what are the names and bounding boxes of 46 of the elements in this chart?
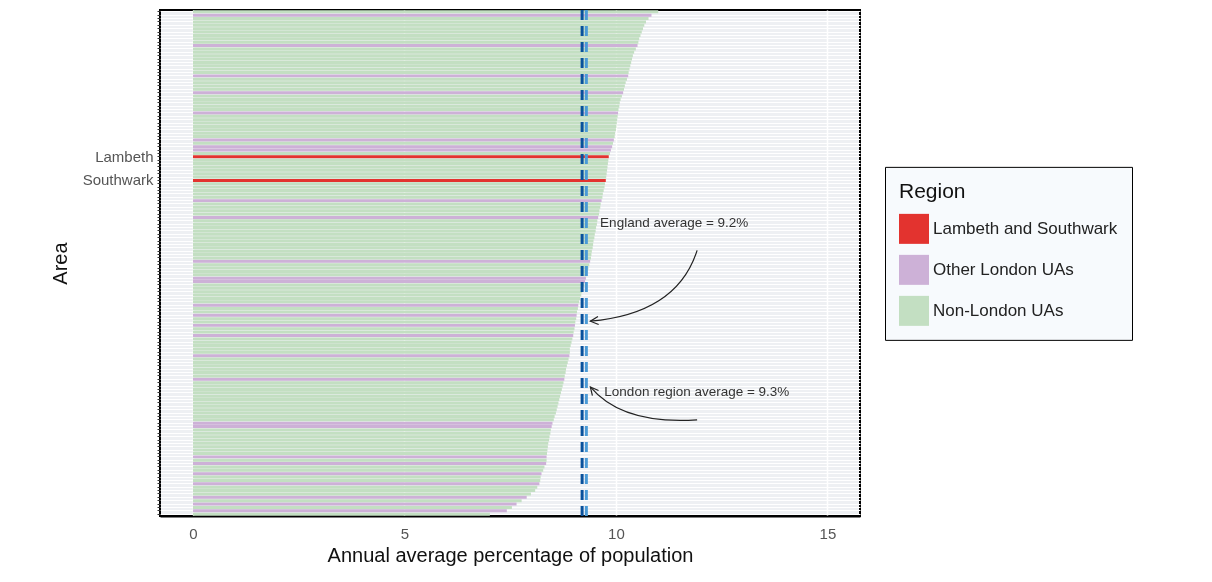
bar <box>192 495 527 499</box>
x-axis-title: Annual average percentage of population <box>327 543 694 566</box>
bar <box>192 512 490 516</box>
legend-title: Region <box>899 178 966 202</box>
bar <box>192 381 564 385</box>
bar <box>192 219 598 223</box>
x-tick-label: 0 <box>189 524 198 542</box>
bar <box>192 428 551 432</box>
bar <box>192 334 574 337</box>
bar <box>192 499 522 503</box>
bar <box>192 502 517 506</box>
legend-label: Lambeth and Southwark <box>933 218 1118 238</box>
y-tick-label: Lambeth <box>95 147 154 165</box>
bar <box>192 330 574 334</box>
y-tick-label: Southwark <box>82 171 154 189</box>
bar <box>192 212 600 216</box>
bar <box>192 40 639 44</box>
bar <box>192 13 652 17</box>
bar <box>192 505 512 509</box>
x-tick-label: 10 <box>608 524 625 542</box>
bar <box>192 350 570 354</box>
x-tick-label: 15 <box>819 524 837 542</box>
bar <box>192 478 541 482</box>
y-axis-title: Area <box>48 241 71 285</box>
bar <box>192 216 599 219</box>
bar <box>192 337 573 341</box>
bar <box>192 182 605 186</box>
bar <box>192 10 659 14</box>
legend-label: Other London UAs <box>933 259 1074 279</box>
bar <box>192 327 575 331</box>
bar <box>192 452 548 455</box>
bar <box>192 307 578 310</box>
ref-line-label: England average = 9.2% <box>600 214 749 230</box>
x-tick-label: 5 <box>400 524 410 542</box>
bar <box>192 145 613 149</box>
bar <box>192 71 629 74</box>
bar <box>192 47 636 51</box>
bar <box>192 425 552 428</box>
legend-label: Non-London UAs <box>933 300 1064 320</box>
ref-line-label: London region average = 9.3% <box>604 384 790 400</box>
bar <box>192 468 544 472</box>
bar <box>192 509 507 513</box>
bar <box>192 492 531 496</box>
bar <box>192 17 649 21</box>
bar <box>192 263 590 267</box>
bar <box>192 195 603 199</box>
